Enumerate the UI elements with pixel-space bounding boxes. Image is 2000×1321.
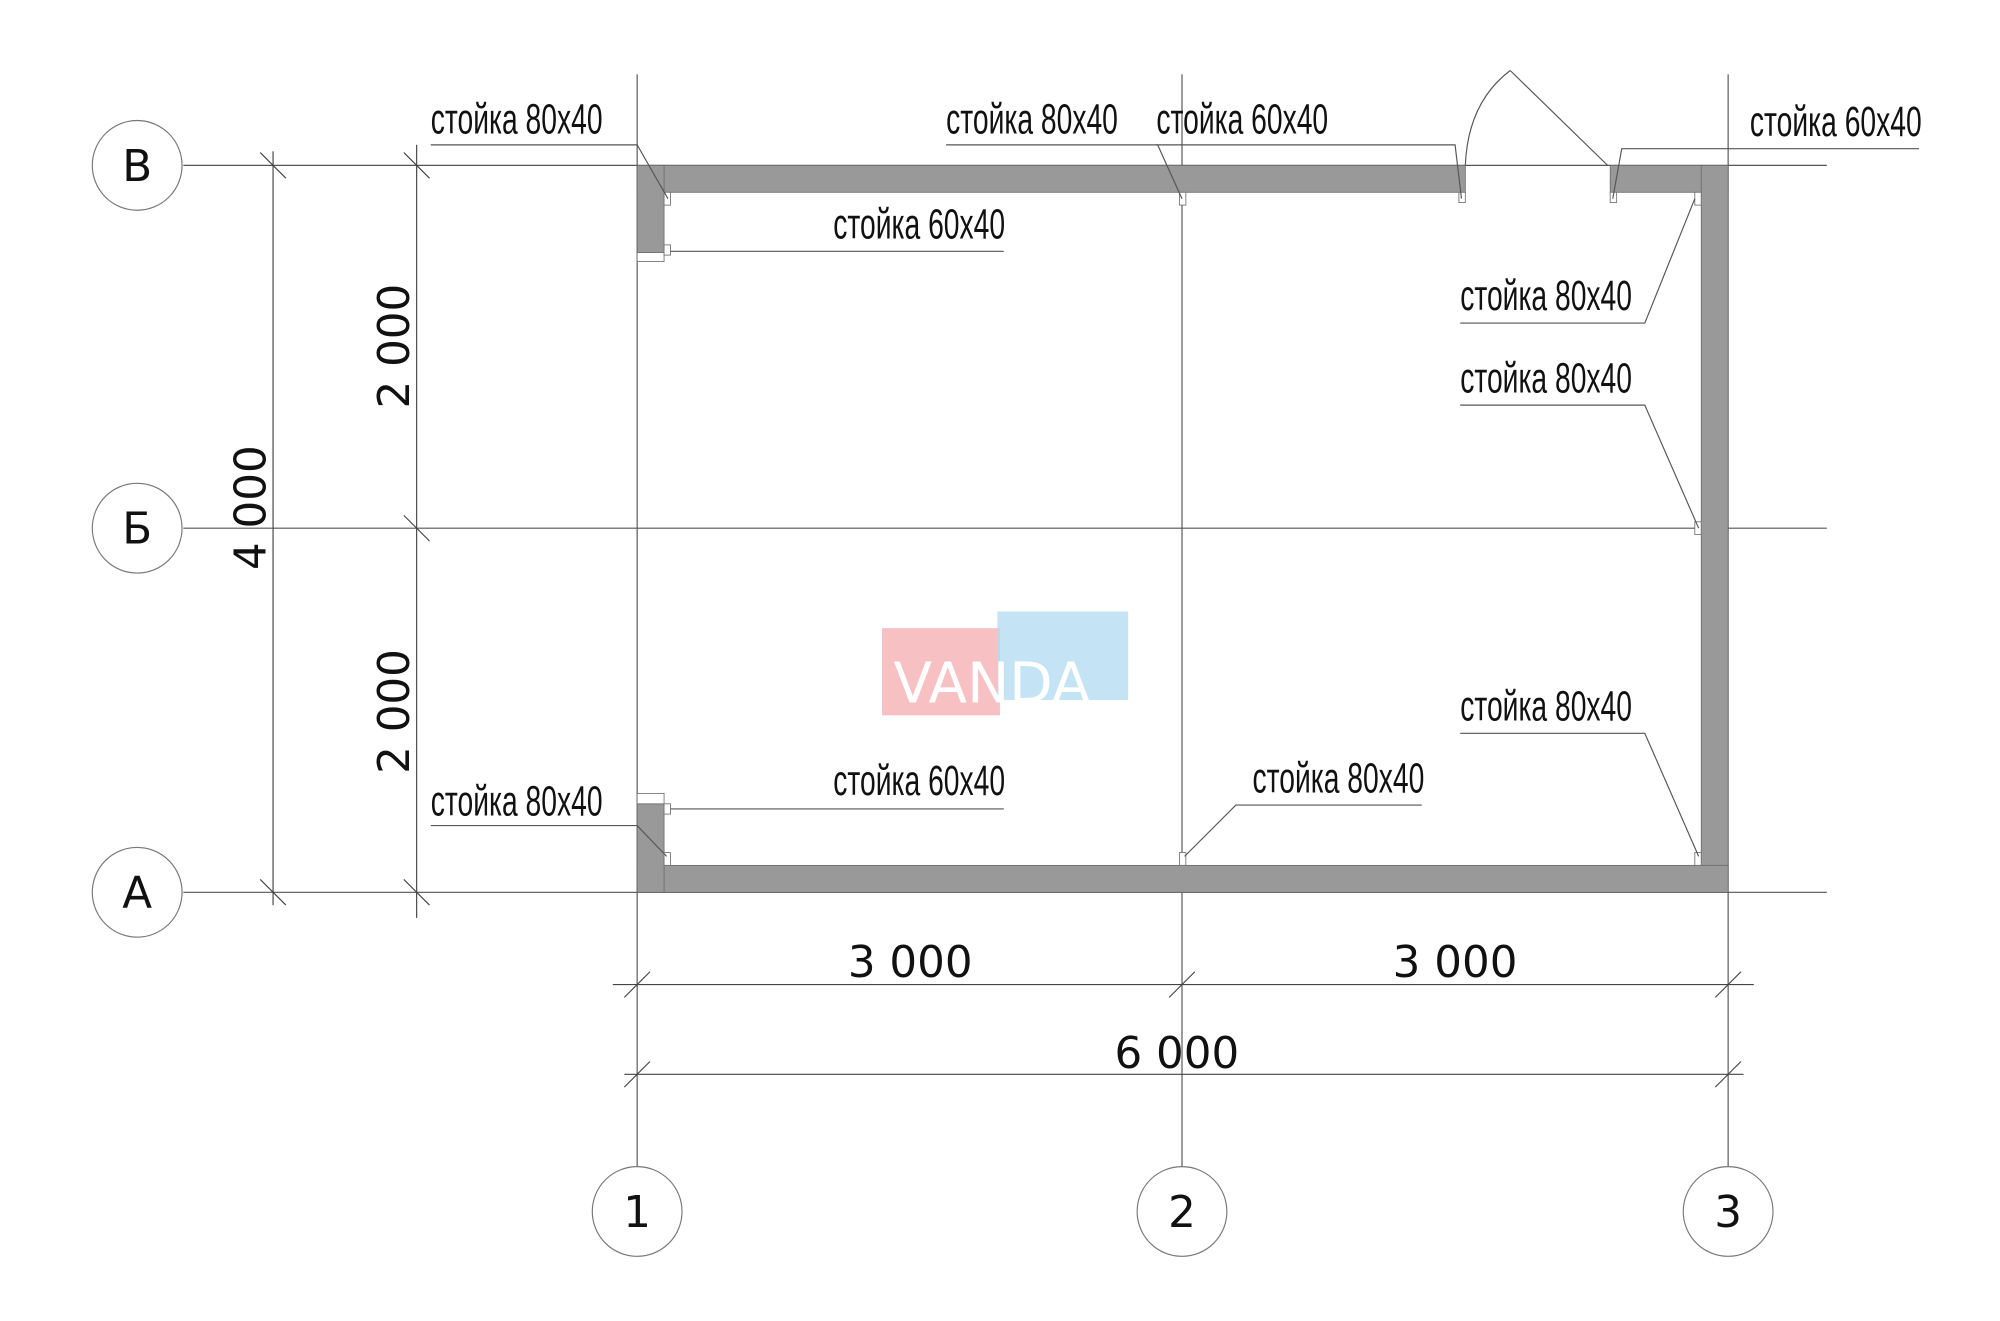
post-label: стойка 80x40	[431, 777, 603, 824]
column-axis-markers: 1 2 3	[591, 1166, 1774, 1257]
right-wall	[1700, 164, 1729, 893]
dimension-3000-right: 3 000	[1393, 938, 1518, 988]
door-leaf	[1509, 70, 1609, 166]
post-label: стойка 80x40	[431, 95, 603, 142]
axis-marker-column: 2	[1168, 1188, 1196, 1238]
axis-marker-row: Б	[122, 505, 152, 555]
walls	[636, 164, 1729, 893]
dimension-2000-lower: 2 000	[370, 649, 420, 774]
left-wall-bottom	[636, 803, 665, 893]
row-axis-markers: В Б А	[91, 119, 183, 938]
dimension-6000: 6 000	[1114, 1029, 1239, 1079]
bottom-wall	[636, 864, 1729, 893]
watermark-text: VANDA	[894, 652, 1091, 717]
dimension-4000: 4 000	[226, 445, 276, 570]
label-leaders	[430, 144, 1920, 857]
post-label: стойка 60x40	[833, 757, 1005, 804]
left-wall-top	[636, 164, 665, 253]
opening-jamb	[636, 252, 665, 262]
post-label: стойка 80x40	[1460, 272, 1632, 319]
post-label: стойка 80x40	[1460, 354, 1632, 401]
axis-marker-row: А	[122, 869, 152, 919]
dimension-2000-upper: 2 000	[370, 284, 420, 409]
axis-marker-column: 1	[623, 1188, 651, 1238]
top-wall-left	[636, 164, 1466, 193]
post-label: стойка 80x40	[1460, 682, 1632, 729]
post-labels: стойка 80x40 стойка 80x40 стойка 60x40 с…	[431, 95, 1922, 824]
post-label: стойка 60x40	[1750, 98, 1922, 145]
door-swing	[1464, 70, 1609, 166]
vanda-watermark-logo: VANDA	[882, 611, 1129, 717]
left-dimensions: 4 000 2 000 2 000	[226, 144, 430, 918]
bottom-dimensions: 3 000 3 000 6 000	[612, 938, 1754, 1088]
axis-marker-column: 3	[1714, 1188, 1742, 1238]
post-label: стойка 60x40	[833, 200, 1005, 247]
door-arc	[1464, 70, 1511, 166]
post-label: стойка 80x40	[946, 95, 1118, 142]
axis-marker-row: В	[122, 142, 152, 192]
opening-jamb	[636, 793, 665, 805]
post-label: стойка 80x40	[1253, 754, 1425, 801]
post-label: стойка 60x40	[1156, 95, 1328, 142]
dimension-3000-left: 3 000	[848, 938, 973, 988]
